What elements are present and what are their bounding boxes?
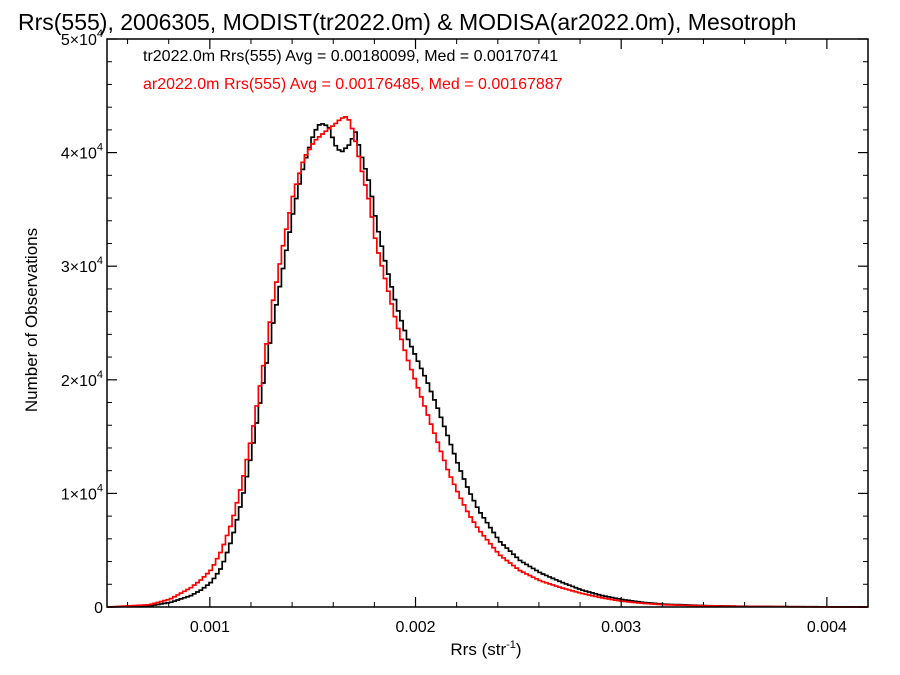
y-tick-label-3: 3×104: [61, 255, 103, 276]
y-tick-label-1: 1×104: [61, 482, 103, 503]
y-tick-label-5: 5×104: [61, 28, 103, 49]
x-axis-label-exp: -1: [506, 639, 516, 651]
series-line-1: [107, 116, 869, 608]
y-axis-label-group: Number of Observations: [22, 228, 41, 412]
x-axis-label-suffix: ): [516, 640, 522, 659]
y-tick-label-0: 0: [94, 600, 103, 617]
x-axis-label: Rrs (str-1): [450, 639, 521, 659]
y-axis-label: Number of Observations: [22, 228, 41, 412]
x-tick-label-0: 0.001: [190, 619, 230, 636]
x-ticks: 0.001 0.002 0.003 0.004: [127, 39, 847, 636]
x-tick-label-1: 0.002: [395, 619, 435, 636]
legend-entry-1: ar2022.0m Rrs(555) Avg = 0.00176485, Med…: [143, 76, 563, 93]
legend-entry-0: tr2022.0m Rrs(555) Avg = 0.00180099, Med…: [143, 48, 558, 65]
y-ticks: 0 1×104 2×104 3×104 4×104 5×104: [61, 28, 868, 617]
plot-frame: [106, 38, 869, 608]
series-layer: [107, 116, 869, 608]
x-tick-label-3: 0.004: [807, 619, 847, 636]
legend: tr2022.0m Rrs(555) Avg = 0.00180099, Med…: [143, 48, 563, 93]
x-tick-label-2: 0.003: [601, 619, 641, 636]
x-axis-label-main: Rrs (str: [450, 640, 506, 659]
y-tick-label-4: 4×104: [61, 142, 103, 163]
y-tick-label-2: 2×104: [61, 369, 103, 390]
series-line-0: [107, 123, 869, 608]
chart-title: Rrs(555), 2006305, MODIST(tr2022.0m) & M…: [18, 9, 796, 35]
